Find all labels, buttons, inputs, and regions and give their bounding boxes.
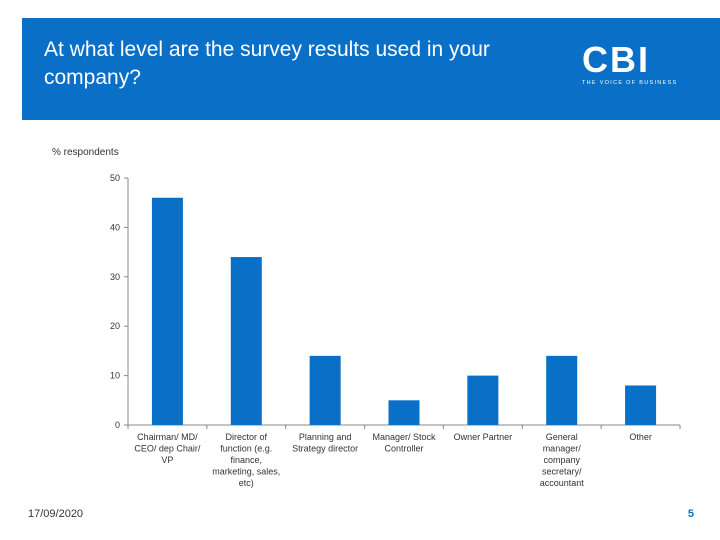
bar — [467, 375, 499, 425]
bar — [309, 355, 341, 425]
x-category-label: Other — [629, 432, 652, 442]
y-tick-label: 50 — [110, 173, 120, 183]
logo-mark: CBI — [582, 39, 650, 80]
cbi-logo: CBI THE VOICE OF BUSINESS — [582, 39, 686, 87]
y-axis-label: % respondents — [52, 147, 119, 158]
x-category-label: Owner Partner — [454, 432, 513, 442]
title-banner: At what level are the survey results use… — [22, 18, 720, 120]
bar — [546, 355, 578, 425]
x-category-label: Director of function (e.g. finance, marketi… — [212, 432, 280, 488]
y-tick-label: 40 — [110, 222, 120, 232]
footer-date: 17/09/2020 — [28, 508, 84, 520]
bar — [388, 400, 420, 425]
logo-tagline: THE VOICE OF BUSINESS — [582, 80, 678, 86]
bar — [625, 385, 657, 425]
y-tick-label: 10 — [110, 371, 120, 381]
y-tick-label: 30 — [110, 272, 120, 282]
bar — [230, 257, 262, 425]
x-category-label: Planning and Strategy director — [292, 432, 358, 454]
page-number: 5 — [687, 508, 694, 520]
y-tick-label: 20 — [110, 321, 120, 331]
slide-title: At what level are the survey results use… — [44, 38, 490, 89]
y-tick-label: 0 — [115, 420, 120, 430]
x-category-label: Chairman/ MD/CEO/ dep Chair/VP — [134, 432, 201, 465]
bar — [151, 197, 183, 425]
x-category-label: General manager/company secretary/accounta… — [540, 432, 585, 488]
x-category-label: Manager/ Stock Controller — [372, 432, 436, 454]
